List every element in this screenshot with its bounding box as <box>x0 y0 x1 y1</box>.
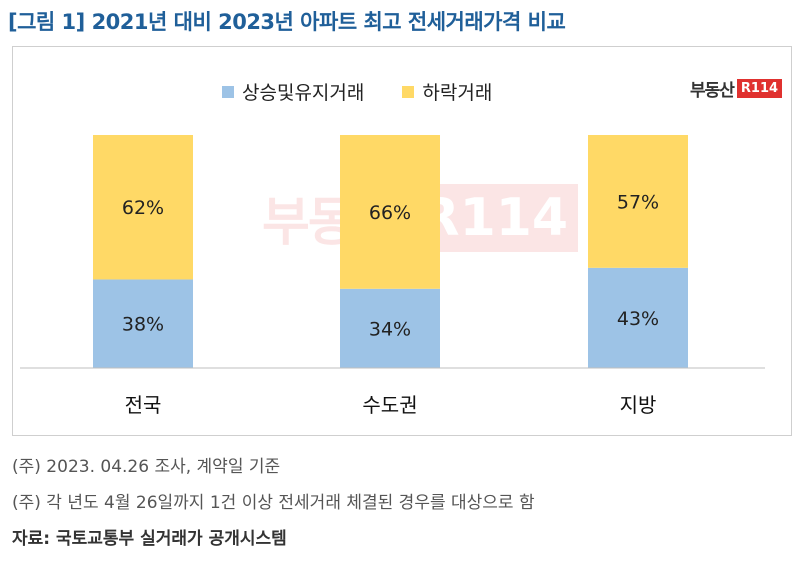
bar-up-2 <box>588 267 688 368</box>
data-label-down-2: 57% <box>617 191 659 213</box>
category-label-2: 지방 <box>620 393 657 417</box>
category-label-0: 전국 <box>125 393 162 417</box>
data-label-up-1: 34% <box>369 318 411 340</box>
legend: 상승및유지거래 하락거래 <box>222 78 530 105</box>
bar-down-2 <box>588 135 688 268</box>
bar-up-1 <box>340 288 440 368</box>
footnote-2: (주) 각 년도 4월 26일까지 1건 이상 전세거래 체결된 경우를 대상으… <box>12 493 535 513</box>
footnote-1: (주) 2023. 04.26 조사, 계약일 기준 <box>12 457 281 477</box>
bar-down-1 <box>340 135 440 289</box>
brand-logo: 부동산 R114 <box>690 76 783 101</box>
legend-item-up: 상승및유지거래 <box>222 78 364 105</box>
legend-label-up: 상승및유지거래 <box>242 82 365 104</box>
category-label-1: 수도권 <box>362 393 417 417</box>
legend-swatch-down <box>402 85 415 98</box>
bar-down-0 <box>93 135 193 280</box>
data-label-down-1: 66% <box>369 202 411 224</box>
bar-up-0 <box>93 279 193 368</box>
data-label-up-2: 43% <box>617 308 659 330</box>
chart-title: [그림 1] 2021년 대비 2023년 아파트 최고 전세거래가격 비교 <box>8 10 566 34</box>
legend-swatch-up <box>222 85 234 98</box>
legend-item-down: 하락거래 <box>402 78 492 105</box>
data-label-down-0: 62% <box>122 197 164 219</box>
brand-logo-text: 부동산 <box>690 81 735 101</box>
brand-logo-badge: R114 <box>736 79 783 98</box>
data-label-up-0: 38% <box>122 314 164 336</box>
source-text: 자료: 국토교통부 실거래가 공개시스템 <box>12 529 287 549</box>
legend-label-down: 하락거래 <box>422 82 493 104</box>
